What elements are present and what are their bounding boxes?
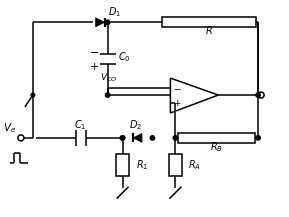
Circle shape [120, 136, 125, 140]
Text: $-$: $-$ [89, 46, 99, 56]
Text: R: R [206, 26, 213, 36]
Circle shape [256, 93, 260, 97]
Circle shape [105, 93, 110, 97]
Text: $+$: $+$ [88, 61, 99, 72]
Text: $D_1$: $D_1$ [108, 5, 121, 19]
Circle shape [105, 20, 110, 25]
Circle shape [173, 136, 177, 140]
Text: $-$: $-$ [173, 83, 182, 92]
Text: $D_2$: $D_2$ [129, 118, 142, 132]
Text: $V_e$: $V_e$ [3, 121, 16, 135]
Bar [162, 17, 256, 27]
Text: $+$: $+$ [173, 98, 182, 108]
Text: $C_0$: $C_0$ [118, 50, 130, 64]
Circle shape [31, 93, 35, 97]
Bar [178, 133, 255, 143]
Bar [169, 154, 182, 176]
Circle shape [150, 136, 155, 140]
Bar [116, 154, 129, 176]
Text: $C_1$: $C_1$ [75, 118, 87, 132]
Circle shape [120, 136, 125, 140]
Text: $V_{CO}$: $V_{CO}$ [100, 71, 117, 84]
Text: $R_1$: $R_1$ [136, 158, 148, 172]
Text: $R_B$: $R_B$ [210, 140, 223, 154]
Text: $R_A$: $R_A$ [188, 158, 201, 172]
Polygon shape [133, 133, 142, 142]
Circle shape [256, 136, 260, 140]
Polygon shape [96, 18, 105, 27]
